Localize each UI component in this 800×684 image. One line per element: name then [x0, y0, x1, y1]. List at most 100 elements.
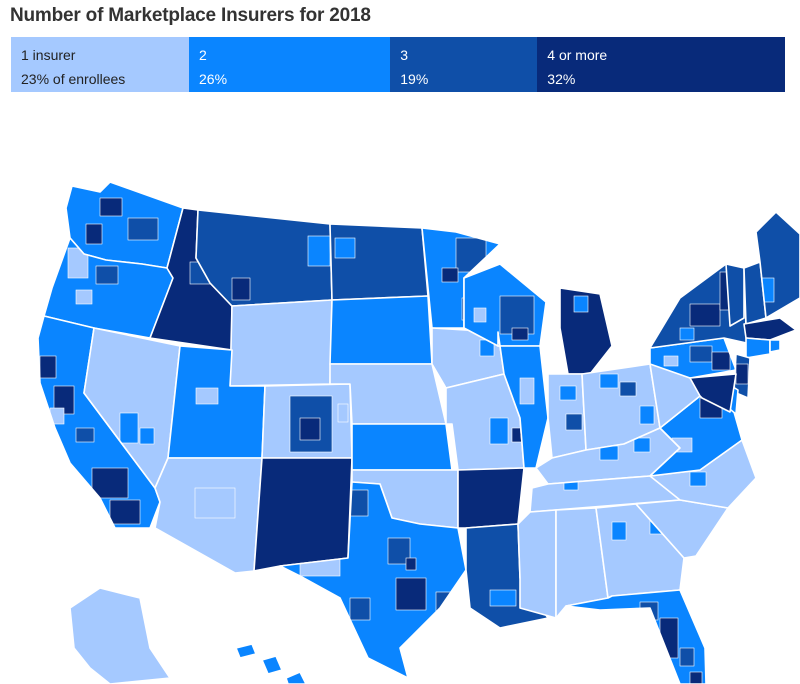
state-shape [518, 510, 556, 618]
legend-item-1-insurer: 1 insurer 23% of enrollees [11, 37, 190, 92]
state-shape [458, 468, 524, 528]
county-patch [735, 363, 749, 385]
state-border [745, 337, 771, 359]
county-patch [194, 487, 236, 519]
state-border [497, 331, 549, 469]
state-shape [556, 508, 608, 618]
legend-value: 23% of enrollees [21, 71, 126, 87]
county-patch [639, 405, 655, 425]
legend-value: 26% [199, 71, 228, 87]
state-border [769, 339, 781, 353]
county-patch [127, 217, 159, 241]
state-shape [236, 644, 306, 684]
county-patch [231, 277, 251, 301]
county-patch [91, 467, 129, 499]
county-patch [565, 413, 583, 431]
state-south-carolina [635, 499, 729, 559]
state-shape [70, 588, 170, 684]
state-shape [566, 590, 706, 684]
state-shape [744, 262, 766, 324]
legend-label: 4 or more [547, 47, 608, 63]
state-border [635, 499, 729, 559]
state-shape [38, 316, 160, 528]
state-border [69, 587, 171, 684]
state-colorado [261, 383, 353, 459]
county-patch [489, 417, 509, 445]
state-shape [746, 338, 770, 358]
county-patch [39, 355, 57, 379]
state-vermont [725, 263, 745, 327]
state-shape [230, 300, 332, 386]
state-hawaii [235, 643, 307, 684]
state-florida [565, 589, 707, 684]
county-patch [139, 427, 155, 445]
county-patch [473, 307, 487, 323]
state-wyoming [229, 299, 333, 387]
state-mississippi [517, 509, 557, 619]
state-massachusetts [743, 317, 797, 341]
county-patch [639, 601, 659, 621]
state-shape [770, 340, 780, 352]
state-montana [195, 209, 333, 307]
county-patch [455, 237, 487, 273]
state-shape [690, 374, 736, 412]
state-wisconsin [463, 263, 547, 347]
county-patch [334, 237, 356, 259]
state-shape [84, 328, 180, 488]
legend-item-2-insurers: 2 26% [189, 37, 391, 92]
county-patch [95, 265, 119, 285]
county-patch [711, 351, 731, 371]
county-patch [559, 385, 577, 401]
county-patch [395, 577, 427, 611]
state-border [725, 263, 745, 327]
state-arizona [154, 457, 263, 574]
state-shape [330, 364, 446, 424]
state-illinois [497, 331, 549, 469]
state-shape [352, 470, 458, 528]
county-patch [689, 345, 713, 363]
county-patch [599, 373, 619, 389]
county-patch [489, 589, 517, 607]
county-patch [573, 295, 589, 313]
county-patch [689, 671, 703, 684]
state-shape [330, 296, 432, 364]
state-border [279, 481, 467, 679]
state-south-dakota [329, 295, 433, 365]
state-kansas [351, 423, 453, 471]
state-missouri [445, 373, 525, 471]
state-shape [650, 364, 700, 428]
county-patch [119, 412, 139, 444]
state-shape [352, 424, 452, 470]
state-oregon [43, 237, 174, 339]
state-shape [330, 224, 428, 300]
county-patch [75, 289, 93, 305]
state-maine [755, 211, 800, 319]
state-new-mexico [253, 457, 353, 572]
county-patch [619, 381, 637, 397]
state-shape [196, 210, 332, 306]
county-patch [519, 377, 535, 405]
county-patch [679, 327, 695, 341]
state-arkansas [457, 467, 525, 529]
state-indiana [547, 373, 587, 459]
county-patch [689, 303, 721, 327]
county-patch [387, 537, 411, 565]
county-patch [349, 597, 371, 621]
state-maryland [689, 373, 737, 413]
county-patch [85, 223, 103, 245]
legend: 1 insurer 23% of enrollees 2 26% 3 19% 4… [11, 37, 785, 92]
county-patch [611, 521, 627, 541]
county-patch [435, 591, 459, 619]
state-border [755, 211, 800, 319]
county-patch [413, 637, 433, 653]
us-map [37, 181, 800, 684]
county-patch [511, 327, 529, 341]
county-patch [99, 197, 123, 217]
county-patch [663, 355, 679, 367]
state-shape [280, 482, 466, 678]
chart-title: Number of Marketplace Insurers for 2018 [10, 5, 371, 26]
state-shape [254, 458, 352, 571]
legend-value: 19% [400, 71, 429, 87]
county-patch [689, 471, 707, 487]
state-connecticut [745, 337, 771, 359]
